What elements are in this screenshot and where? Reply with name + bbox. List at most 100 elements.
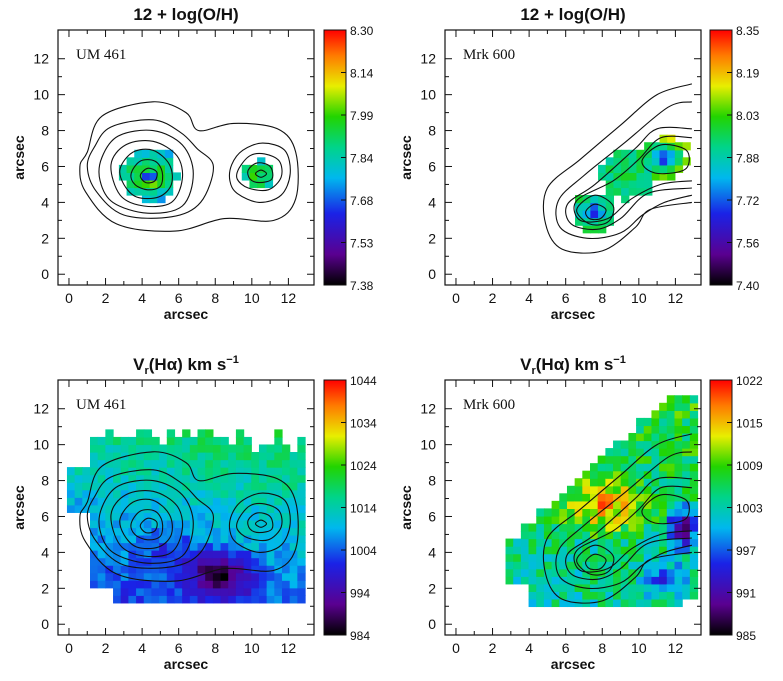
heatmap-pixel (597, 493, 606, 502)
heatmap-pixel (689, 515, 699, 525)
heatmap-pixel (235, 527, 245, 536)
heatmap-pixel (613, 179, 622, 189)
heatmap-pixel (228, 527, 237, 536)
heatmap-pixel (636, 463, 645, 472)
heatmap-pixel (274, 580, 283, 589)
heatmap-pixel (143, 474, 153, 483)
heatmap-pixel (105, 444, 114, 453)
heatmap-pixel (575, 202, 584, 211)
y-axis-label: arcsec (398, 135, 414, 180)
heatmap-pixel (143, 534, 153, 544)
heatmap-pixel (682, 410, 691, 419)
heatmap-pixel (505, 561, 514, 570)
heatmap-pixel (174, 444, 183, 453)
heatmap-pixel (235, 572, 245, 581)
heatmap-pixel (159, 550, 168, 559)
heatmap-pixel (651, 425, 660, 434)
contour-line (130, 159, 164, 191)
heatmap-pixel (220, 519, 229, 529)
heatmap-pixel (136, 444, 145, 453)
heatmap-pixel (566, 598, 576, 608)
heatmap-pixel (257, 157, 266, 166)
heatmap-pixel (582, 538, 591, 547)
heatmap-pixel (659, 417, 668, 427)
heatmap-pixel (289, 482, 298, 491)
heatmap-pixel (120, 444, 129, 453)
heatmap-pixel (559, 493, 568, 502)
heatmap-pixel (182, 550, 191, 559)
heatmap-pixel (666, 478, 676, 487)
heatmap-pixel (566, 508, 576, 517)
colorbar-tick-label: 1024 (350, 459, 377, 473)
colorbar-tick-label: 7.72 (736, 194, 760, 208)
y-tick-label: 8 (41, 473, 49, 489)
heatmap-pixel (143, 489, 153, 498)
heatmap-pixel (166, 519, 176, 529)
heatmap-pixel (590, 523, 599, 532)
heatmap-pixel (243, 504, 252, 513)
heatmap-pixel (689, 576, 699, 585)
heatmap-pixel (120, 519, 129, 529)
heatmap-pixel (620, 591, 630, 600)
heatmap-pixel (220, 557, 229, 566)
heatmap-pixel (636, 591, 645, 600)
heatmap-pixel (620, 493, 630, 502)
heatmap-pixel (659, 568, 668, 577)
heatmap-pixel (689, 395, 699, 404)
heatmap-pixel (613, 493, 622, 502)
heatmap-pixel (182, 504, 191, 513)
heatmap-pixel (212, 527, 222, 536)
heatmap-pixel (667, 164, 676, 174)
heatmap-pixel (289, 534, 298, 544)
heatmap-pixel (212, 482, 222, 491)
heatmap-pixel (597, 478, 606, 487)
heatmap-pixel (620, 455, 630, 464)
heatmap-pixel (136, 542, 145, 551)
colorbar-tick-label: 8.19 (736, 67, 760, 81)
heatmap-pixel (151, 482, 160, 491)
heatmap-pixel (228, 504, 237, 513)
heatmap-pixel (536, 515, 545, 525)
heatmap-pixel (621, 164, 630, 174)
heatmap-pixel (643, 470, 653, 479)
heatmap-pixel (212, 489, 222, 498)
heatmap-pixel (590, 583, 599, 592)
heatmap-pixel (235, 489, 245, 498)
heatmap-pixel (258, 504, 268, 513)
heatmap-pixel (605, 538, 614, 547)
heatmap-pixel (590, 210, 599, 219)
heatmap-pixel (651, 157, 661, 166)
heatmap-pixel (651, 523, 660, 532)
galaxy-name: UM 461 (76, 47, 126, 63)
heatmap-pixel (643, 463, 653, 472)
x-tick-label: 6 (175, 290, 183, 306)
heatmap-pixel (105, 580, 114, 589)
heatmap-pixel (543, 538, 553, 547)
heatmap-pixel (667, 172, 676, 181)
heatmap-pixel (666, 576, 676, 585)
heatmap-pixel (243, 572, 252, 581)
heatmap-pixel (613, 583, 622, 592)
heatmap-pixel (513, 538, 522, 547)
heatmap-pixel (82, 474, 91, 483)
heatmap-pixel (228, 444, 237, 453)
heatmap-pixel (120, 550, 129, 559)
heatmap-pixel (643, 553, 653, 562)
heatmap-pixel (659, 134, 668, 143)
x-tick-label: 6 (562, 290, 570, 306)
heatmap-pixel (113, 512, 122, 521)
heatmap-pixel (113, 467, 122, 476)
heatmap-pixel (528, 591, 537, 600)
heatmap-pixel (621, 195, 630, 204)
heatmap-pixel (597, 576, 606, 585)
heatmap-pixel (528, 598, 537, 608)
heatmap-pixel (636, 157, 645, 166)
heatmap-pixel (235, 467, 245, 476)
heatmap-pixel (151, 459, 160, 468)
heatmap-pixel (636, 179, 645, 189)
heatmap-pixel (220, 512, 229, 521)
heatmap-pixel (105, 452, 114, 461)
heatmap-pixel (113, 489, 122, 498)
heatmap-pixel (674, 395, 683, 404)
heatmap-pixel (643, 523, 653, 532)
